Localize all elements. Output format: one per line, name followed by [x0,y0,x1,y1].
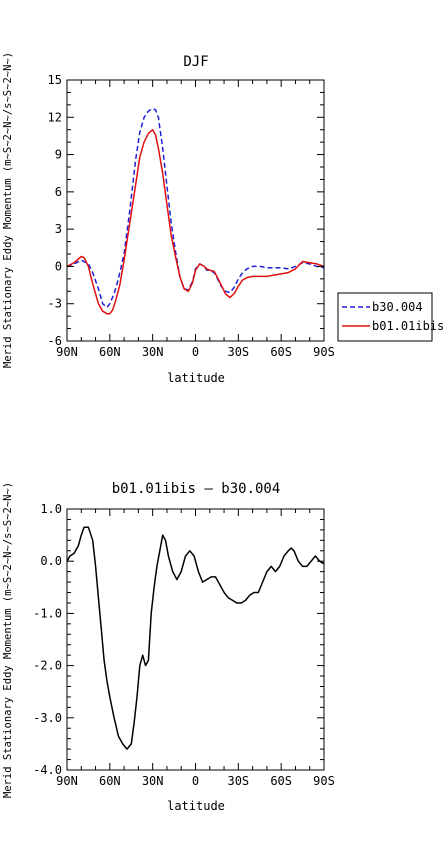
x-tick-label: 30S [227,345,249,359]
legend-label-b30: b30.004 [372,300,423,314]
x-tick-label: 30N [142,774,164,788]
y-tick-label: -1.0 [33,606,62,620]
y-tick-label: -3.0 [33,711,62,725]
x-tick-label: 30N [142,345,164,359]
x-tick-label: 90N [56,774,78,788]
y-tick-label: 15 [48,73,62,87]
x-tick-label: 0 [192,345,199,359]
series-group [66,526,325,750]
x-tick-label: 60S [270,774,292,788]
axes: 90N 60N 30N 0 30S 60S 90S -4.0 -3.0 -2.0 -1.0 0.0 1.… [33,502,335,788]
axes: 90N 60N 30N 0 30S 60S 90S -6 -3 0 3 6 9 12 15 [48,73,335,359]
y-tick-label: -3 [48,297,62,311]
series-line-0 [66,107,325,309]
x-tick-label: 60N [99,774,121,788]
panel-djf: DJF 90N 60N 30N 0 30S 60S 90S -6 -3 0 3 6 9 12 15 lati… [2,52,443,385]
chart-title: DJF [183,54,208,70]
y-tick-label: 3 [55,222,62,236]
x-tick-label: 90S [313,345,335,359]
y-axis-label: Merid Stationary Eddy Momentum (m~S~2~N~… [2,482,14,798]
y-tick-label: 0.0 [40,554,62,568]
series-line-0 [66,526,325,750]
plot-frame [66,508,325,771]
y-tick-label: 9 [55,148,62,162]
y-tick-label: -6 [48,334,62,348]
x-axis-label: latitude [167,799,225,813]
x-tick-label: 30S [227,774,249,788]
x-tick-label: 90N [56,345,78,359]
legend-box [337,292,433,342]
y-tick-label: 6 [55,185,62,199]
series-group [66,107,325,315]
plot-frame [66,79,325,342]
x-tick-label: 90S [313,774,335,788]
x-tick-label: 60N [99,345,121,359]
series-line-1 [66,128,325,315]
chart-title: b01.01ibis – b30.004 [112,481,281,497]
x-axis-label: latitude [167,371,225,385]
x-tick-label: 60S [270,345,292,359]
y-tick-label: -2.0 [33,659,62,673]
y-tick-label: 0 [55,259,62,273]
legend: b30.004 b01.01ibis [337,292,443,342]
panel-difference: b01.01ibis – b30.004 90N 60N 30N 0 30S 60S 90S… [2,481,335,813]
y-tick-label: -4.0 [33,763,62,777]
y-axis-label: Merid Stationary Eddy Momentum (m~S~2~N~… [2,52,14,368]
x-tick-label: 0 [192,774,199,788]
y-tick-label: 12 [48,110,62,124]
y-tick-label: 1.0 [40,502,62,516]
legend-label-ibis: b01.01ibis [372,319,443,333]
